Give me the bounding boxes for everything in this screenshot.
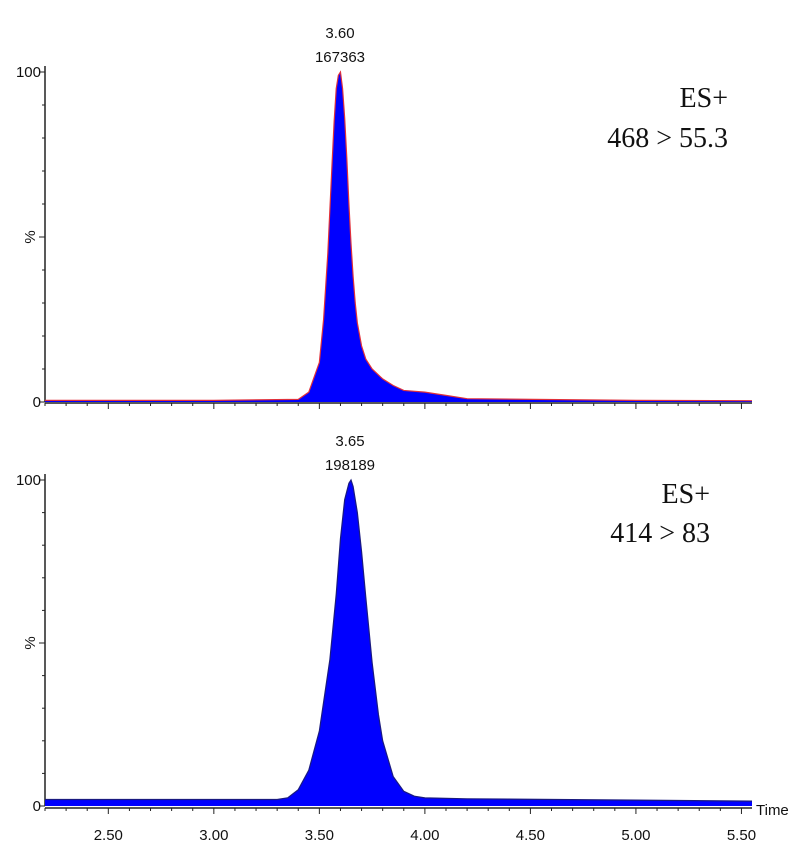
bottom-peak-area-label: 198189 bbox=[325, 457, 375, 474]
bottom-y-tick-label-100: 100 bbox=[16, 472, 41, 489]
x-tick-label-3.50: 3.50 bbox=[305, 827, 334, 844]
top-y-axis-label: % bbox=[22, 230, 39, 243]
bottom-transition-label: 414 > 83 bbox=[610, 518, 710, 549]
top-y-tick-label-100: 100 bbox=[16, 64, 41, 81]
x-axis-label: Time bbox=[756, 802, 789, 819]
bottom-peak-rt-label: 3.65 bbox=[335, 433, 364, 450]
x-tick-label-4.50: 4.50 bbox=[516, 827, 545, 844]
bottom-trace-line bbox=[45, 478, 753, 802]
x-tick-label-5.50: 5.50 bbox=[727, 827, 756, 844]
bottom-y-tick-label-0: 0 bbox=[33, 798, 41, 815]
top-ion-mode-label: ES+ bbox=[680, 83, 728, 114]
top-peak-area-label: 167363 bbox=[315, 49, 365, 66]
x-tick-label-4.00: 4.00 bbox=[410, 827, 439, 844]
top-peak-area bbox=[45, 72, 752, 402]
x-tick-label-2.50: 2.50 bbox=[94, 827, 123, 844]
top-transition-label: 468 > 55.3 bbox=[607, 123, 728, 154]
x-tick-label-5.00: 5.00 bbox=[621, 827, 650, 844]
x-tick-label-3.00: 3.00 bbox=[199, 827, 228, 844]
top-peak-rt-label: 3.60 bbox=[325, 25, 354, 42]
top-y-tick-label-0: 0 bbox=[33, 394, 41, 411]
bottom-y-axis-label: % bbox=[22, 636, 39, 649]
chart-marks: 100 0% 100 0% 2.50 3.00 3.50 4.00 4.50 5.00 5.50 bbox=[16, 64, 756, 844]
bottom-ion-mode-label: ES+ bbox=[662, 479, 710, 510]
top-trace-line bbox=[45, 70, 753, 402]
